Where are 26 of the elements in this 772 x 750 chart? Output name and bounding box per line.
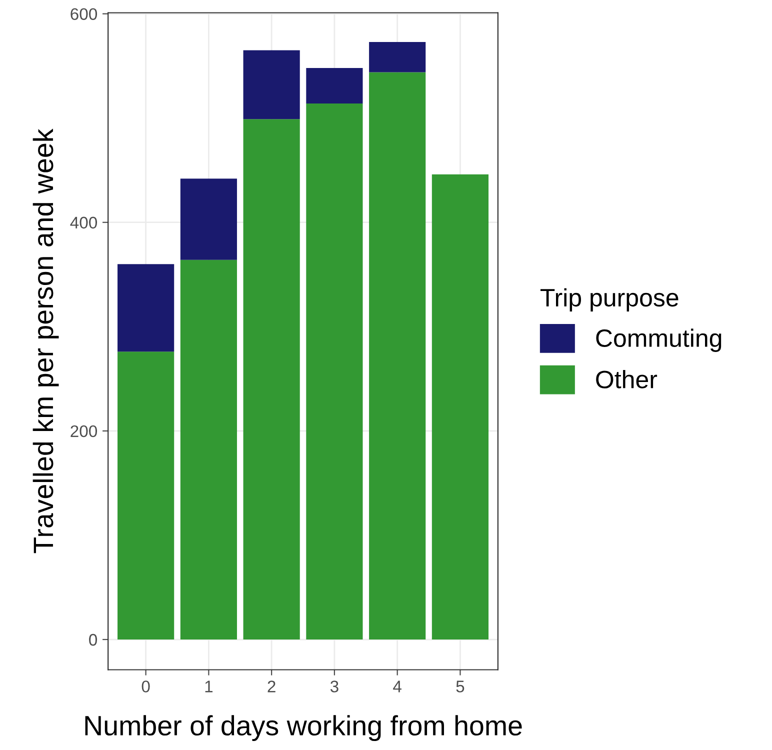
y-tick-label: 600 xyxy=(70,8,98,20)
bar xyxy=(118,352,174,640)
y-tick-label: 0 xyxy=(89,634,98,646)
x-tick-label: 5 xyxy=(456,680,464,692)
x-tick-label: 3 xyxy=(330,680,338,692)
bar xyxy=(180,260,237,640)
legend-label: Other xyxy=(596,370,658,388)
bar xyxy=(118,264,174,352)
y-tick-label: 400 xyxy=(70,216,98,229)
bar xyxy=(243,50,300,120)
x-tick-label: 4 xyxy=(393,680,402,692)
bar xyxy=(432,174,489,640)
bar xyxy=(369,72,426,640)
y-axis-title: Travelled km per person and week xyxy=(32,128,59,554)
bar xyxy=(180,178,237,260)
bar xyxy=(306,68,363,104)
y-tick-label: 200 xyxy=(70,425,98,438)
bar xyxy=(243,119,300,640)
legend-title: Trip purpose xyxy=(540,288,678,312)
x-axis-title: Number of days working from home xyxy=(85,715,522,742)
x-tick-label: 0 xyxy=(142,680,150,692)
bar xyxy=(306,103,363,640)
x-tick-label: 2 xyxy=(268,680,276,692)
legend-label: Commuting xyxy=(596,328,722,352)
bar xyxy=(369,42,426,72)
x-tick-label: 1 xyxy=(205,680,213,692)
